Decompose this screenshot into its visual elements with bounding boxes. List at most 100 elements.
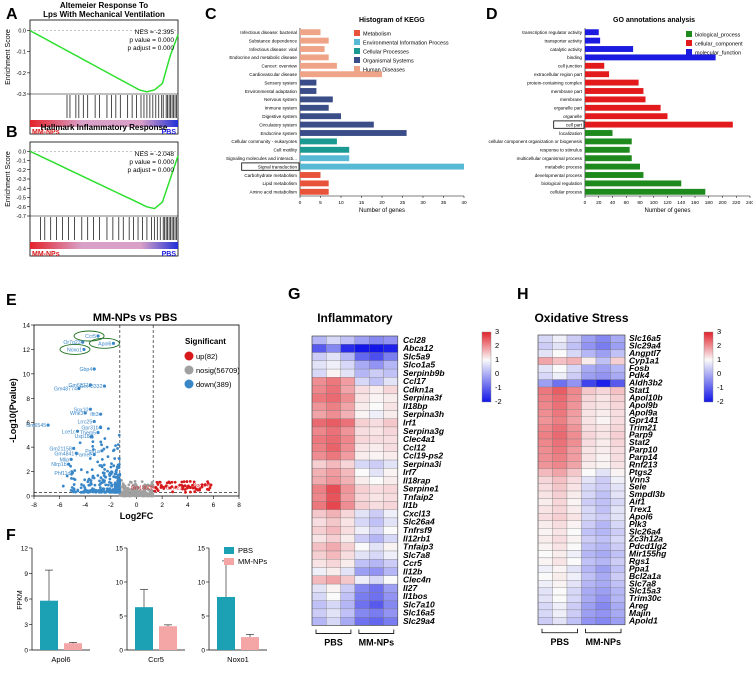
heat-cell <box>566 386 582 395</box>
point-up <box>182 480 186 484</box>
legend-marker <box>184 379 194 389</box>
heat-cell <box>595 483 611 492</box>
volcano-xtick-label: -8 <box>31 502 37 509</box>
heat-cell <box>537 431 553 440</box>
fpkm-ytick-label: 0 <box>119 648 123 655</box>
heat-cell <box>354 368 370 378</box>
heat-cell <box>581 386 597 395</box>
heat-cell <box>354 501 370 510</box>
heat-cell <box>610 386 626 395</box>
heat-cell <box>566 520 582 529</box>
legend-label: Human Diseases <box>363 68 405 74</box>
heat-cell <box>566 468 582 477</box>
legend-label: down(389) <box>196 380 232 389</box>
heat-cell <box>354 492 370 502</box>
heatmap-title: Oxidative Stress <box>534 311 628 325</box>
bar <box>585 155 632 162</box>
bar-xtick-label: 180 <box>705 200 713 206</box>
gsea-stat: NES = -2.048 <box>135 151 175 158</box>
heat-cell <box>581 565 597 573</box>
bar-xtick-label: 20 <box>596 200 602 206</box>
point-label: Gm43332 <box>80 384 103 390</box>
point-up <box>165 481 169 485</box>
heat-cell <box>581 535 597 544</box>
heat-cell <box>610 416 626 425</box>
heat-cell <box>340 418 356 428</box>
bar-category-label: response to stimulus <box>540 148 583 153</box>
heat-row-label: Slc7a10 <box>403 599 435 609</box>
heat-cell <box>595 594 611 603</box>
point-up <box>180 480 184 484</box>
heat-cell <box>566 438 582 447</box>
scale-tick-label: -1 <box>717 383 724 392</box>
point-down <box>116 447 119 450</box>
point-nosig <box>143 494 147 497</box>
point-down <box>109 481 113 485</box>
heat-cell <box>326 600 341 610</box>
heat-row-label: Ccl12 <box>403 442 426 452</box>
bar <box>300 37 329 44</box>
fpkm-gene-label: Noxo1 <box>227 655 249 664</box>
fpkm-ytick-label: 6 <box>24 597 28 604</box>
panel-label-D: D <box>486 6 498 23</box>
heat-cell <box>383 575 398 585</box>
point-nosig <box>131 483 135 487</box>
scale-tick-label: -2 <box>717 397 724 406</box>
point-up <box>196 488 200 492</box>
heat-cell <box>326 534 341 543</box>
bar-category-label: Signaling molecules and interacti... <box>226 156 297 161</box>
heat-cell <box>610 424 626 432</box>
point-label: Gm6377 <box>68 383 88 389</box>
point-up <box>168 481 172 485</box>
bar <box>585 138 632 145</box>
legend-label: biological_process <box>695 33 740 39</box>
legend-label: Cellular Processes <box>363 50 409 56</box>
bar-xtick-label: 20 <box>379 200 385 206</box>
bar-xtick-label: 30 <box>420 200 426 206</box>
point-nosig <box>149 484 153 487</box>
heat-cell <box>311 583 327 593</box>
point-down <box>74 490 77 494</box>
point-labeled <box>99 412 103 416</box>
heat-frame <box>311 335 399 626</box>
heat-row-label: Parp10 <box>629 445 658 455</box>
bar-category-label: Carbohydrate metabolism <box>244 173 297 178</box>
point-up <box>168 486 172 490</box>
heat-cell <box>311 608 327 618</box>
heat-cell <box>354 526 370 535</box>
point-down <box>100 443 103 447</box>
heat-cell <box>595 572 611 581</box>
heat-row-label: Apol9a <box>628 407 658 417</box>
heat-cell <box>552 468 568 477</box>
bar <box>300 62 337 69</box>
heat-cell <box>311 451 327 461</box>
heat-cell <box>326 526 341 535</box>
point-nosig <box>118 494 122 498</box>
heat-cell <box>581 416 597 425</box>
point-down <box>88 457 92 460</box>
heat-cell <box>354 385 370 395</box>
legend-swatch <box>686 31 692 37</box>
heat-row-label: Clec4a1 <box>403 434 435 444</box>
point-down <box>79 490 83 494</box>
heat-cell <box>369 410 384 419</box>
heat-cell <box>537 542 553 551</box>
point-label: Gbp4 <box>80 367 93 373</box>
heat-cell <box>326 509 341 519</box>
heat-cell <box>354 335 370 345</box>
heat-cell <box>326 385 341 395</box>
bar <box>300 188 329 195</box>
heat-cell <box>566 401 582 410</box>
heat-cell <box>383 410 398 419</box>
volcano-xtick-label: 6 <box>212 502 216 509</box>
heat-row-label: Slc16a5 <box>629 333 661 343</box>
heat-cell <box>552 342 568 351</box>
heat-cell <box>610 379 626 388</box>
bar-xlabel: Number of genes <box>644 208 690 214</box>
point-down <box>116 443 120 446</box>
point-down <box>106 427 110 431</box>
heat-cell <box>610 476 626 484</box>
bar <box>585 96 646 103</box>
bar-xtick-label: 10 <box>338 200 344 206</box>
point-label: Noxo1 <box>67 347 82 353</box>
